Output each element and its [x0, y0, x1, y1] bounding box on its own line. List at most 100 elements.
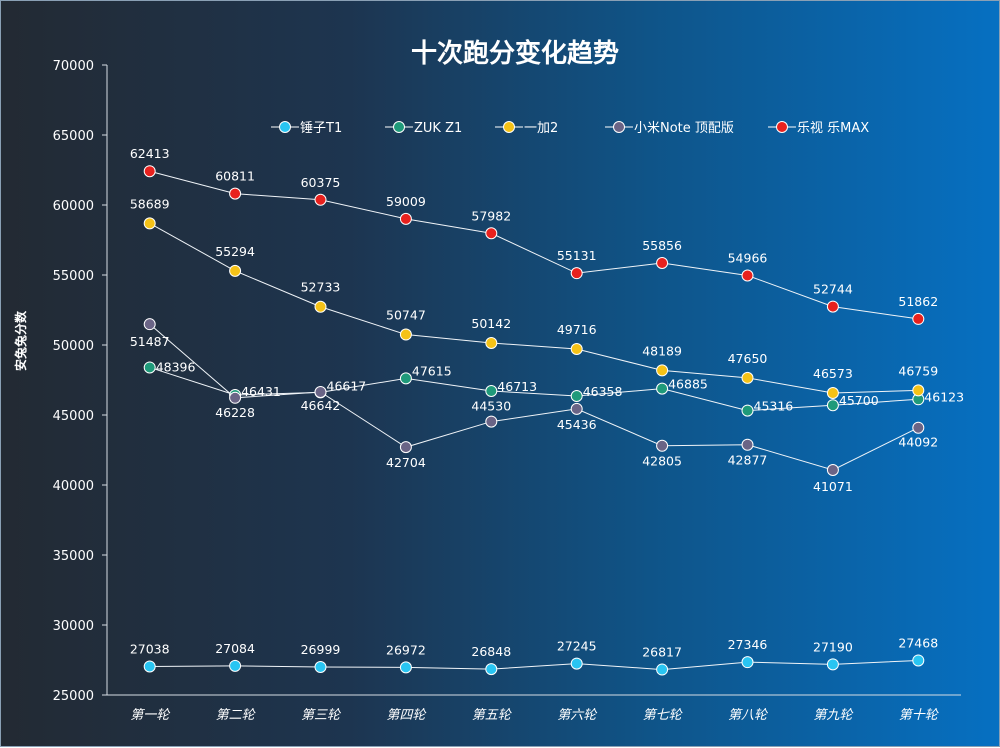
data-label: 26848	[471, 644, 511, 659]
data-point	[656, 439, 669, 452]
y-tick-label: 60000	[53, 199, 94, 214]
data-label: 58689	[130, 196, 170, 211]
data-label: 26817	[642, 645, 682, 660]
y-tick-label: 55000	[53, 269, 94, 284]
y-tick-label: 50000	[53, 339, 94, 354]
data-label: 42877	[728, 453, 768, 468]
data-label: 46358	[583, 384, 623, 399]
data-point	[826, 399, 839, 412]
data-point	[570, 389, 583, 402]
y-axis-label: 安兔兔分数	[13, 310, 28, 371]
series-line	[149, 222, 919, 394]
data-label: 49716	[557, 322, 597, 337]
data-point	[570, 342, 583, 355]
legend-marker	[613, 121, 625, 133]
data-label: 46759	[898, 363, 938, 378]
data-label: 48396	[156, 359, 196, 374]
data-label: 48189	[642, 343, 682, 358]
data-label: 27468	[898, 635, 938, 650]
legend-marker	[503, 121, 515, 133]
data-label: 46228	[215, 405, 255, 420]
data-label: 45436	[557, 417, 597, 432]
data-label: 44092	[898, 435, 938, 450]
data-label: 45316	[754, 399, 794, 414]
legend-label: 一加2	[524, 121, 558, 136]
series-lines	[143, 165, 925, 676]
data-point	[741, 404, 754, 417]
data-point	[229, 187, 242, 200]
data-point	[143, 165, 156, 178]
data-point	[912, 654, 925, 667]
data-point	[741, 269, 754, 282]
data-label: 27038	[130, 641, 170, 656]
data-label: 41071	[813, 479, 853, 494]
data-label: 54966	[728, 250, 768, 265]
data-label: 47650	[728, 351, 768, 366]
data-label: 47615	[412, 363, 452, 378]
axes: 25000 30000 35000 40000 45000 50000 55000 60000…	[53, 59, 961, 723]
data-label: 46713	[497, 379, 537, 394]
data-label: 45700	[839, 393, 879, 408]
data-label: 50747	[386, 308, 426, 323]
data-point	[485, 337, 498, 350]
legend-label: 锤子T1	[300, 121, 342, 136]
data-point	[399, 328, 412, 341]
data-label: 46573	[813, 366, 853, 381]
data-labels: 27038 27084 26999 26972 26848 27245 26817 27346…	[130, 146, 964, 659]
data-point	[570, 267, 583, 280]
data-point	[741, 438, 754, 451]
data-point	[314, 386, 327, 399]
data-point	[143, 318, 156, 331]
data-point	[485, 385, 498, 398]
x-tick-label: 第五轮	[472, 708, 513, 723]
legend-label: 乐视 乐MAX	[797, 121, 869, 136]
data-point	[826, 658, 839, 671]
data-point	[399, 372, 412, 385]
x-tick-label: 第八轮	[728, 708, 769, 723]
legend: 锤子T1 ZUK Z1 一加2 小米Note 顶配版 乐视 乐MAX	[271, 121, 869, 136]
data-point	[399, 441, 412, 454]
data-label: 60811	[215, 169, 255, 184]
data-point	[229, 659, 242, 672]
x-tick-label: 第十轮	[899, 708, 940, 723]
x-tick-label: 第三轮	[301, 708, 342, 723]
data-label: 27346	[728, 637, 768, 652]
legend-label: ZUK Z1	[414, 121, 462, 136]
data-label: 62413	[130, 146, 170, 161]
data-point	[485, 415, 498, 428]
data-label: 55131	[557, 248, 597, 263]
y-tick-label: 70000	[53, 59, 94, 74]
data-label: 46123	[924, 389, 964, 404]
data-point	[314, 661, 327, 674]
y-tick-label: 65000	[53, 129, 94, 144]
data-point	[656, 382, 669, 395]
data-label: 26972	[386, 642, 426, 657]
data-label: 52733	[301, 280, 341, 295]
data-label: 50142	[471, 316, 511, 331]
x-tick-label: 第四轮	[386, 708, 427, 723]
legend-label: 小米Note 顶配版	[634, 121, 734, 136]
data-point	[656, 663, 669, 676]
data-label: 27084	[215, 641, 255, 656]
data-point	[912, 421, 925, 434]
data-point	[826, 386, 839, 399]
y-tick-label: 40000	[53, 479, 94, 494]
series-line	[149, 323, 919, 471]
data-point	[656, 364, 669, 377]
data-label: 52744	[813, 282, 853, 297]
data-label: 27190	[813, 639, 853, 654]
data-label: 46642	[301, 398, 341, 413]
data-point	[826, 300, 839, 313]
x-tick-label: 第九轮	[813, 708, 854, 723]
data-point	[741, 656, 754, 669]
legend-marker	[393, 121, 405, 133]
y-tick-label: 35000	[53, 549, 94, 564]
data-point	[314, 300, 327, 313]
data-point	[229, 391, 242, 404]
series-line	[149, 170, 919, 320]
data-point	[143, 217, 156, 230]
data-point	[485, 663, 498, 676]
x-tick-label: 第二轮	[216, 708, 257, 723]
